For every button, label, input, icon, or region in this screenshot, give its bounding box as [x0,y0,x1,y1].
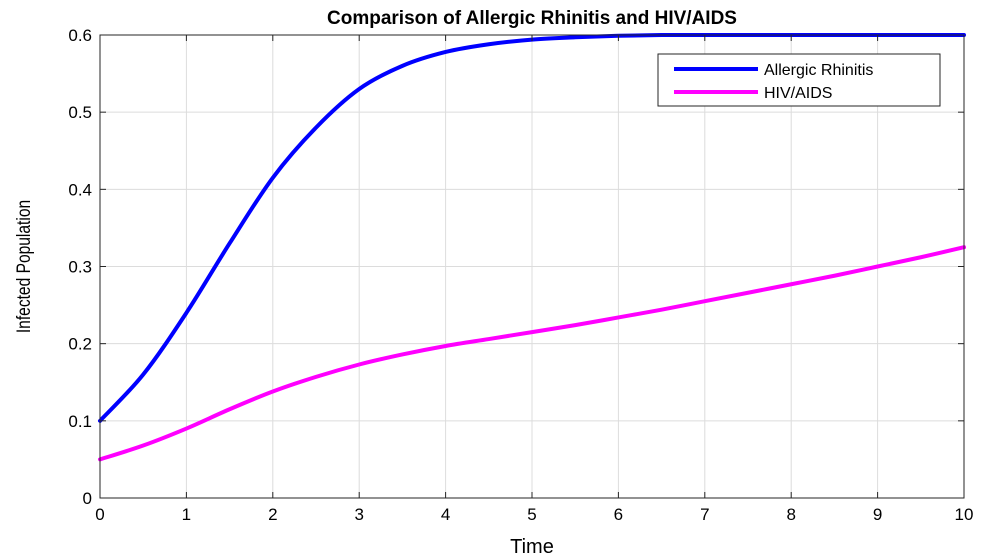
series-line-hiv-aids [98,245,966,462]
x-tick-label: 1 [182,505,191,524]
legend-box [657,53,941,107]
y-tick-label: 0 [83,489,92,508]
y-tick-label: 0.3 [68,258,92,277]
x-tick-label: 2 [268,505,277,524]
x-tick-label: 4 [441,505,450,524]
x-tick-label: 3 [354,505,363,524]
legend: Allergic Rhinitis HIV/AIDS [657,53,941,107]
y-axis-label: Infected Population [13,200,35,333]
legend-label-allergic-rhinitis: Allergic Rhinitis [764,62,873,79]
x-tick-label: 0 [95,505,104,524]
legend-label-hiv-aids: HIV/AIDS [764,85,832,102]
x-tick-label: 10 [955,505,974,524]
y-tick-label: 0.4 [68,180,92,199]
x-tick-label: 9 [873,505,882,524]
x-tick-label: 6 [614,505,623,524]
x-tick-label: 8 [786,505,795,524]
chart-title: Comparison of Allergic Rhinitis and HIV/… [327,8,737,29]
axis-ticks: 0 1 2 3 4 5 6 7 8 9 10 0 0.1 0.2 0.3 0.4 0.5 0.6 [68,26,973,524]
y-tick-label: 0.1 [68,412,92,431]
x-axis-label: Time [510,536,554,557]
x-tick-label: 5 [527,505,536,524]
y-tick-label: 0.6 [68,26,92,45]
x-tick-label: 7 [700,505,709,524]
y-tick-label: 0.2 [68,335,92,354]
y-tick-label: 0.5 [68,103,92,122]
